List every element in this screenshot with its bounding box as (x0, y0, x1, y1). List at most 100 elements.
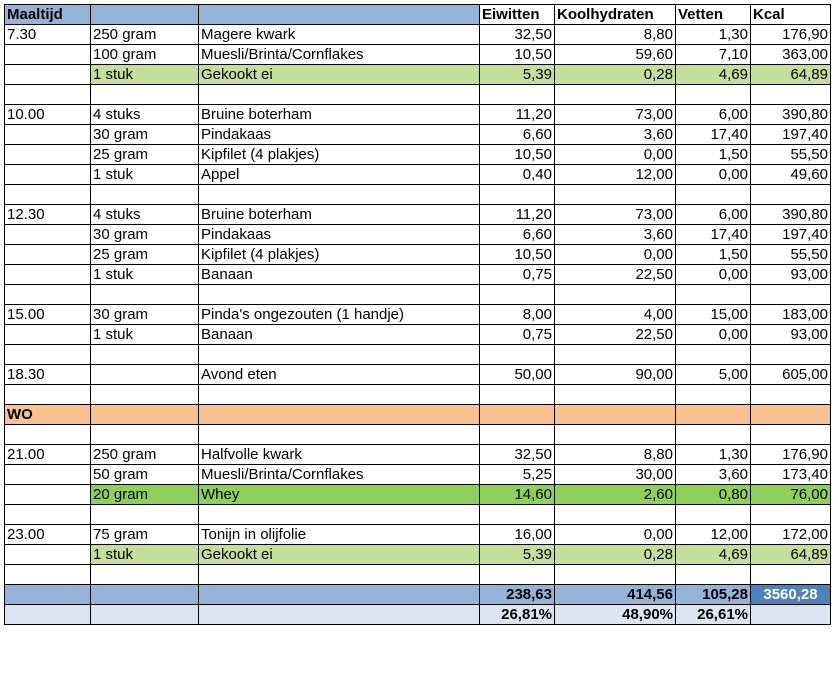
cell-kcal[interactable]: 93,00 (750, 324, 831, 345)
cell-amount[interactable]: 25 gram (90, 244, 199, 265)
empty-cell[interactable] (554, 564, 676, 585)
empty-cell[interactable] (554, 504, 676, 525)
cell-amount[interactable]: 30 gram (90, 224, 199, 245)
cell-kcal[interactable]: 363,00 (750, 44, 831, 65)
cell-product[interactable]: Kipfilet (4 plakjes) (198, 144, 480, 165)
cell-k[interactable]: 12,00 (554, 164, 676, 185)
cell-time[interactable] (4, 124, 91, 145)
percentage-v[interactable]: 26,61% (675, 604, 751, 625)
empty-cell[interactable] (750, 284, 831, 305)
cell-amount[interactable]: 20 gram (90, 484, 199, 505)
cell-v[interactable]: 0,00 (675, 324, 751, 345)
cell-time[interactable] (4, 224, 91, 245)
empty-cell[interactable] (675, 504, 751, 525)
cell-e[interactable]: 10,50 (479, 144, 555, 165)
cell-k[interactable]: 3,60 (554, 124, 676, 145)
cell-product[interactable]: Gekookt ei (198, 64, 480, 85)
empty-cell[interactable] (4, 504, 91, 525)
cell-k[interactable]: 59,60 (554, 44, 676, 65)
cell-time[interactable] (4, 144, 91, 165)
cell-amount[interactable]: 30 gram (90, 304, 199, 325)
empty-cell[interactable] (4, 84, 91, 105)
cell-k[interactable]: 73,00 (554, 204, 676, 225)
cell-amount[interactable]: 50 gram (90, 464, 199, 485)
cell-e[interactable]: 5,39 (479, 544, 555, 565)
cell-v[interactable]: 4,69 (675, 544, 751, 565)
header-product[interactable] (198, 4, 480, 25)
cell-e[interactable]: 10,50 (479, 244, 555, 265)
total-kcal[interactable]: 3560,28 (750, 584, 831, 605)
empty-cell[interactable] (4, 584, 91, 605)
empty-cell[interactable] (479, 404, 555, 425)
cell-e[interactable]: 11,20 (479, 104, 555, 125)
cell-kcal[interactable]: 176,90 (750, 444, 831, 465)
cell-kcal[interactable]: 390,80 (750, 104, 831, 125)
cell-kcal[interactable]: 76,00 (750, 484, 831, 505)
cell-v[interactable]: 6,00 (675, 104, 751, 125)
empty-cell[interactable] (750, 84, 831, 105)
cell-v[interactable]: 7,10 (675, 44, 751, 65)
cell-e[interactable]: 5,39 (479, 64, 555, 85)
cell-kcal[interactable]: 64,89 (750, 544, 831, 565)
cell-product[interactable]: Banaan (198, 324, 480, 345)
empty-cell[interactable] (479, 84, 555, 105)
cell-time[interactable] (4, 544, 91, 565)
empty-cell[interactable] (675, 284, 751, 305)
empty-cell[interactable] (198, 84, 480, 105)
empty-cell[interactable] (198, 604, 480, 625)
cell-amount[interactable]: 250 gram (90, 24, 199, 45)
cell-v[interactable]: 17,40 (675, 124, 751, 145)
cell-kcal[interactable]: 390,80 (750, 204, 831, 225)
cell-amount[interactable] (90, 364, 199, 385)
cell-time[interactable] (4, 324, 91, 345)
cell-amount[interactable]: 1 stuk (90, 544, 199, 565)
cell-k[interactable]: 8,80 (554, 444, 676, 465)
cell-kcal[interactable]: 173,40 (750, 464, 831, 485)
cell-product[interactable]: Whey (198, 484, 480, 505)
cell-amount[interactable]: 1 stuk (90, 264, 199, 285)
cell-product[interactable]: Bruine boterham (198, 104, 480, 125)
empty-cell[interactable] (4, 284, 91, 305)
empty-cell[interactable] (675, 404, 751, 425)
cell-product[interactable]: Muesli/Brinta/Cornflakes (198, 44, 480, 65)
total-e[interactable]: 238,63 (479, 584, 555, 605)
cell-kcal[interactable]: 49,60 (750, 164, 831, 185)
empty-cell[interactable] (479, 344, 555, 365)
empty-cell[interactable] (750, 504, 831, 525)
cell-time[interactable] (4, 484, 91, 505)
cell-e[interactable]: 0,75 (479, 264, 555, 285)
header-eiwitten[interactable]: Eiwitten (479, 4, 555, 25)
cell-time[interactable] (4, 164, 91, 185)
cell-v[interactable]: 12,00 (675, 524, 751, 545)
cell-e[interactable]: 32,50 (479, 24, 555, 45)
cell-product[interactable]: Pindakaas (198, 124, 480, 145)
cell-amount[interactable]: 1 stuk (90, 64, 199, 85)
cell-e[interactable]: 10,50 (479, 44, 555, 65)
cell-e[interactable]: 6,60 (479, 224, 555, 245)
cell-e[interactable]: 11,20 (479, 204, 555, 225)
cell-product[interactable]: Kipfilet (4 plakjes) (198, 244, 480, 265)
cell-k[interactable]: 0,00 (554, 244, 676, 265)
percentage-e[interactable]: 26,81% (479, 604, 555, 625)
empty-cell[interactable] (675, 424, 751, 445)
cell-k[interactable]: 0,28 (554, 64, 676, 85)
cell-k[interactable]: 22,50 (554, 264, 676, 285)
cell-time[interactable] (4, 244, 91, 265)
empty-cell[interactable] (675, 384, 751, 405)
cell-v[interactable]: 4,69 (675, 64, 751, 85)
cell-time[interactable] (4, 264, 91, 285)
empty-cell[interactable] (90, 344, 199, 365)
cell-e[interactable]: 14,60 (479, 484, 555, 505)
cell-k[interactable]: 22,50 (554, 324, 676, 345)
empty-cell[interactable] (554, 344, 676, 365)
empty-cell[interactable] (198, 344, 480, 365)
cell-product[interactable]: Gekookt ei (198, 544, 480, 565)
empty-cell[interactable] (90, 564, 199, 585)
empty-cell[interactable] (4, 184, 91, 205)
cell-time[interactable]: 21.00 (4, 444, 91, 465)
empty-cell[interactable] (4, 604, 91, 625)
wo-label[interactable]: WO (4, 404, 91, 425)
empty-cell[interactable] (479, 284, 555, 305)
cell-time[interactable]: 18.30 (4, 364, 91, 385)
cell-amount[interactable]: 75 gram (90, 524, 199, 545)
